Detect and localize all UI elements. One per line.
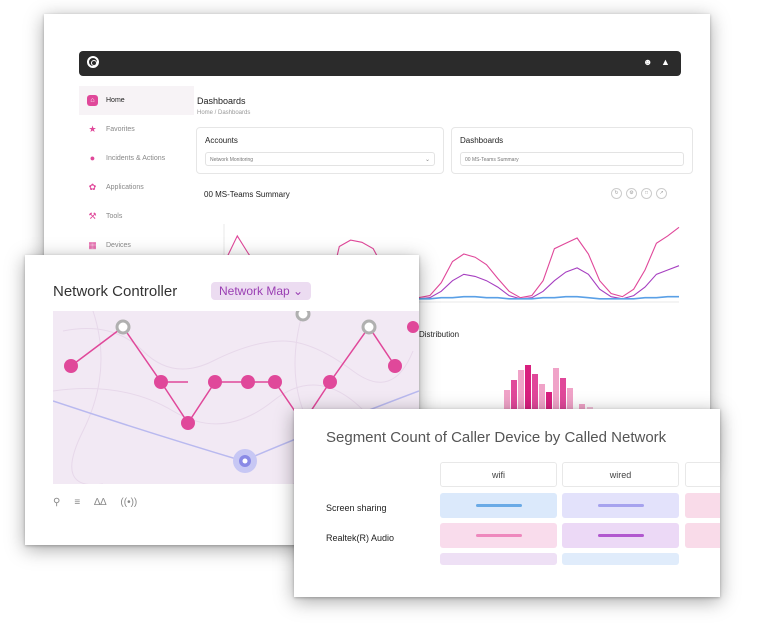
sidebar-item-label: Home [106,97,125,104]
dashboards-label: Dashboards [460,136,504,145]
dist-bar [532,374,538,420]
sidebar-item-label: Favorites [106,126,135,133]
map-node [181,416,195,430]
sidebar-item-home[interactable]: ⌂ Home [79,86,194,115]
antenna-icon[interactable]: ∆∆ [94,497,107,508]
user-icon[interactable]: ☻ [643,57,653,67]
logo-icon [87,56,99,68]
map-node [323,375,337,389]
star-icon: ★ [88,124,97,134]
network-controller-title: Network Controller [53,283,178,300]
breadcrumb[interactable]: Home / Dashboards [197,110,251,116]
cell-partial [440,553,557,565]
row-label: Screen sharing [326,503,387,513]
distribution-title: Distribution [419,330,460,339]
cell-audio-wired[interactable] [562,523,679,548]
column-header-extra [685,462,720,487]
home-icon: ⌂ [87,95,98,106]
column-header-wifi[interactable]: wifi [440,462,557,487]
copy-icon[interactable]: □ [641,188,652,199]
cell-screen-extra [685,493,720,518]
dashboards-filter: Dashboards 00 MS-Teams Summary [451,127,693,174]
map-node [64,359,78,373]
network-view-select-value: Network Map [219,284,290,298]
settings-icon[interactable]: ⚙ [626,188,637,199]
row-label: Realtek(R) Audio [326,533,395,543]
map-node-offline [115,319,131,335]
devices-icon: ▦ [88,240,97,250]
applications-icon: ✿ [88,182,97,192]
sidebar-item-label: Devices [106,242,131,249]
dist-bar [518,370,524,420]
map-node [268,375,282,389]
cell-audio-extra [685,523,720,548]
map-node-offline [295,311,311,322]
column-header-wired[interactable]: wired [562,462,679,487]
network-view-select[interactable]: Network Map ⌄ [211,282,312,300]
dashboards-select[interactable]: 00 MS-Teams Summary [460,152,684,166]
dist-bar [560,378,566,420]
chart-toolbar: ↻ ⚙ □ ↗ [611,188,667,199]
dist-bar [539,384,545,420]
cell-screen-wired[interactable] [562,493,679,518]
sidebar-item-applications[interactable]: ✿ Applications [79,173,194,202]
map-node [407,321,419,333]
dist-bar [504,390,510,420]
dist-bar [553,368,559,420]
sidebar-item-devices[interactable]: ▦ Devices [79,231,194,260]
cell-screen-wifi[interactable] [440,493,557,518]
dist-bar [546,392,552,420]
sidebar-item-label: Tools [106,213,123,220]
cell-partial [562,553,679,565]
sliders-icon[interactable]: ≡ [74,497,81,508]
accounts-label: Accounts [205,136,238,145]
cell-audio-wifi[interactable] [440,523,557,548]
accounts-select-value: Network Monitoring [210,157,254,163]
dist-bar [511,380,517,420]
expand-icon[interactable]: ↗ [656,188,667,199]
distribution-bar-chart [504,365,593,420]
map-node [388,359,402,373]
map-node-offline [361,319,377,335]
map-toolbar: ⚲ ≡ ∆∆ ((•)) [53,497,137,508]
dist-bar [567,388,573,420]
segment-title: Segment Count of Caller Device by Called… [326,429,667,446]
segment-count-window: Segment Count of Caller Device by Called… [294,409,720,597]
dashboards-select-value: 00 MS-Teams Summary [465,157,519,163]
sidebar-item-label: Incidents & Actions [106,155,166,162]
sidebar-item-incidents[interactable]: ● Incidents & Actions [79,144,194,173]
chart-title: 00 MS-Teams Summary [204,190,290,199]
chevron-down-icon: ⌄ [424,157,430,163]
zoom-icon[interactable]: ⚲ [53,497,61,508]
sidebar: ⌂ Home ★ Favorites ● Incidents & Actions… [79,86,194,260]
refresh-icon[interactable]: ↻ [611,188,622,199]
bell-icon[interactable]: ▲ [661,57,670,67]
accounts-filter: Accounts Network Monitoring ⌄ [196,127,444,174]
page-title: Dashboards [197,96,246,106]
dist-bar [525,365,531,420]
wrench-icon: ⚒ [88,211,97,221]
sidebar-item-label: Applications [106,184,144,191]
map-node [241,375,255,389]
sidebar-item-tools[interactable]: ⚒ Tools [79,202,194,231]
sidebar-item-favorites[interactable]: ★ Favorites [79,115,194,144]
map-node [208,375,222,389]
top-bar: ☻ ▲ [79,51,681,76]
map-node [154,375,168,389]
broadcast-icon[interactable]: ((•)) [120,497,138,508]
incident-icon: ● [89,153,96,163]
chevron-down-icon: ⌄ [293,284,304,298]
accounts-select[interactable]: Network Monitoring ⌄ [205,152,435,166]
